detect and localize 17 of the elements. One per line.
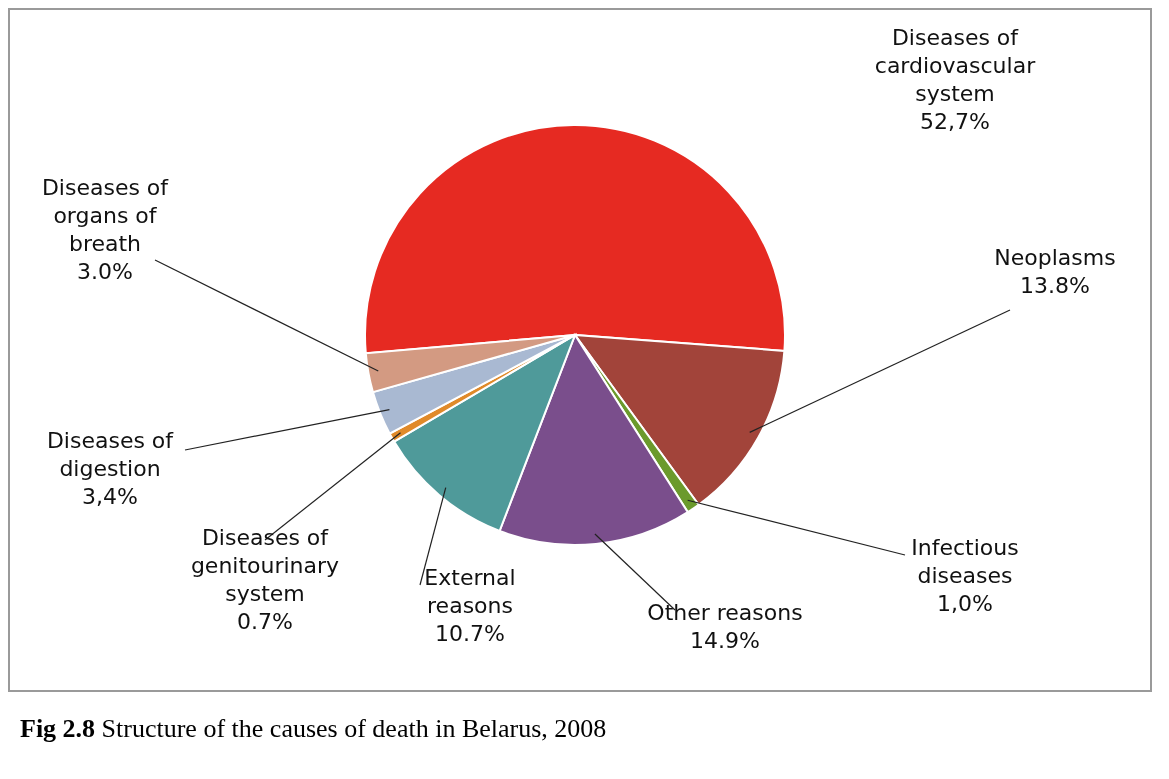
text: Fig 2.8 Structure of the causes of death in Belarus, 2008 [20,714,608,744]
slice-label: Neoplasms [994,245,1116,270]
data-label: 52,7% [920,109,990,134]
data-label: 1,0% [937,591,993,616]
slice-label: External reasons [424,565,516,618]
slice-label: Diseases of cardiovascular system [874,25,1037,106]
data-label: 14.9% [690,628,760,653]
slice-label: Infectious diseases [911,535,1019,588]
data-label: 3,4% [82,484,138,509]
slice-label: Diseases of digestion [46,428,175,481]
data-label: 0.7% [237,609,293,634]
data-label: 13.8% [1020,273,1090,298]
slice-label: Diseases of organs of breath [41,175,170,256]
slice-label: Other reasons [647,600,803,625]
data-label: 10.7% [435,621,505,646]
data-label: 3.0% [77,259,133,284]
slice-label: Diseases of genitourinary system [190,525,340,606]
